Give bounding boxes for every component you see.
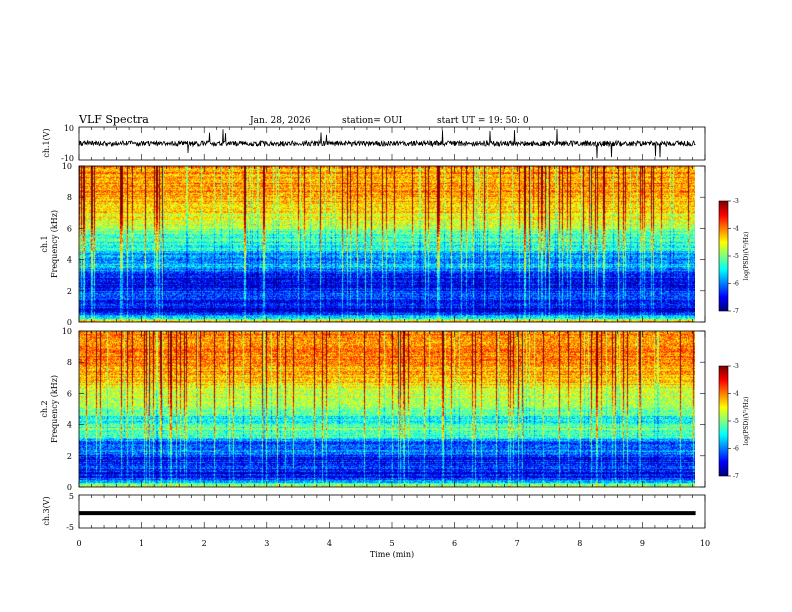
frequency-tick-label: 10 (62, 162, 72, 171)
ch2-colorbar-label: log(PSD)(V²/Hz) (743, 397, 750, 446)
ch1-waveform-ylabel: ch.1(V) (42, 128, 51, 157)
colorbar-tick-label: -5 (733, 253, 739, 260)
ch1-frequency-ticklabels: 0 2 4 6 8 10 (62, 162, 705, 327)
colorbar-tick-label: -6 (733, 281, 739, 288)
ch3-ytick-top: 5 (69, 492, 74, 501)
date-label: Jan. 28, 2026 (249, 116, 311, 126)
colorbar-tick-label: -4 (733, 391, 739, 398)
ch1-spectrogram-ticks (78, 166, 706, 322)
time-tick-label: 0 (76, 539, 81, 548)
colorbar-tick-label: -4 (733, 226, 739, 233)
ch1-waveform-panel: 10 -10 ch.1(V) (42, 124, 706, 163)
time-tick-label: 9 (640, 539, 645, 548)
frequency-tick-label: 6 (67, 224, 72, 233)
time-tick-label: 4 (327, 539, 332, 548)
frequency-tick-label: 2 (67, 452, 72, 461)
time-tick-label: 3 (264, 539, 269, 548)
ch1-colorbar-label: log(PSD)(V²/Hz) (743, 232, 750, 281)
time-axis-ticklabels: 0 1 2 3 4 5 6 7 8 9 10 (76, 539, 710, 548)
ch1-frequency-label: Frequency (kHz) (50, 210, 59, 278)
ch1-waveform-line (78, 128, 696, 159)
time-tick-label: 7 (515, 539, 520, 548)
ch1-spectrogram-ylabel: ch.1 (40, 235, 49, 252)
frequency-tick-label: 2 (67, 287, 72, 296)
ch1-spectrogram-heatmap (79, 166, 695, 322)
station-label: station= OUI (342, 116, 403, 126)
ch2-frequency-label: Frequency (kHz) (50, 375, 59, 443)
time-tick-label: 1 (139, 539, 144, 548)
ch2-spectrogram-heatmap (79, 331, 695, 487)
time-tick-label: 10 (700, 539, 710, 548)
ch3-waveform-panel: 5 -5 ch.3(V) (42, 492, 706, 532)
colorbar-tick-label: -3 (733, 363, 739, 370)
ch1-ytick-top: 10 (64, 124, 74, 133)
ch1-ytick-bottom: -10 (61, 154, 74, 163)
ch2-spectrogram-ylabel: ch.2 (40, 400, 49, 417)
ch3-waveform-ylabel: ch.3(V) (42, 496, 51, 525)
frequency-tick-label: 8 (67, 193, 72, 202)
ch1-colorbar (719, 201, 728, 311)
time-tick-label: 5 (389, 539, 394, 548)
time-tick-label: 6 (452, 539, 457, 548)
ch1-waveform-ticks (78, 127, 706, 160)
ch2-frequency-ticklabels: 0 2 4 6 8 10 (62, 327, 705, 492)
time-tick-label: 8 (577, 539, 582, 548)
frequency-tick-label: 8 (67, 358, 72, 367)
time-tick-label: 2 (202, 539, 207, 548)
ch2-colorbar-ticks: -3 -4 -5 -6 -7 (728, 363, 739, 480)
frequency-tick-label: 10 (62, 327, 72, 336)
colorbar-tick-label: -3 (733, 198, 739, 205)
colorbar-tick-label: -6 (733, 446, 739, 453)
ch3-ytick-bottom: -5 (66, 523, 74, 532)
ch2-spectrogram-ticks (78, 331, 706, 487)
ch1-colorbar-ticks: -3 -4 -5 -6 -7 (728, 198, 739, 315)
time-axis-label: Time (min) (370, 550, 414, 559)
ch3-waveform-ticks (78, 495, 706, 528)
colorbar-tick-label: -7 (733, 308, 739, 315)
frequency-tick-label: 0 (67, 483, 72, 492)
colorbar-tick-label: -5 (733, 418, 739, 425)
figure-title: VLF Spectra (78, 113, 149, 126)
frequency-tick-label: 4 (67, 421, 72, 430)
frequency-tick-label: 4 (67, 256, 72, 265)
frequency-tick-label: 0 (67, 318, 72, 327)
ch2-colorbar (719, 366, 728, 476)
frequency-tick-label: 6 (67, 389, 72, 398)
start-time-label: start UT = 19: 50: 0 (437, 116, 529, 126)
colorbar-tick-label: -7 (733, 473, 739, 480)
